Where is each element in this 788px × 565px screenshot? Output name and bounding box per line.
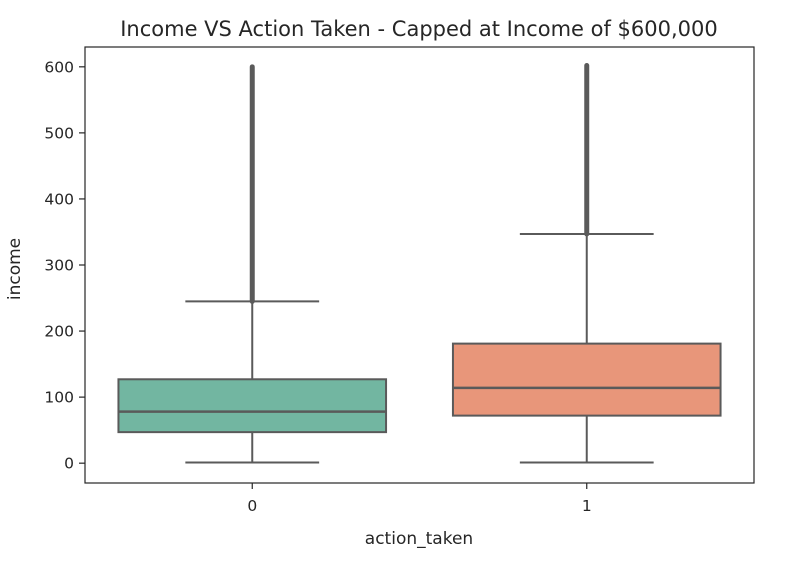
y-axis-label: income [5, 238, 25, 300]
box-0 [117, 378, 388, 434]
x-axis-label: action_taken [365, 529, 473, 549]
y-tick-label-500: 500 [44, 124, 74, 142]
y-tick-label-400: 400 [44, 190, 74, 208]
y-tick-label-300: 300 [44, 257, 74, 275]
box-group-1 [451, 62, 722, 464]
x-tick-label-0: 0 [247, 497, 257, 515]
x-tick-label-1: 1 [582, 497, 592, 515]
box-group-0 [117, 64, 388, 464]
chart-title: Income VS Action Taken - Capped at Incom… [120, 17, 718, 41]
plot-area: 0 100 200 300 400 500 600 0 1 [44, 46, 755, 515]
y-tick-label-0: 0 [64, 455, 74, 473]
y-tick-label-200: 200 [44, 323, 74, 341]
box-1 [451, 342, 722, 417]
y-tick-label-600: 600 [44, 58, 74, 76]
y-tick-label-100: 100 [44, 389, 74, 407]
